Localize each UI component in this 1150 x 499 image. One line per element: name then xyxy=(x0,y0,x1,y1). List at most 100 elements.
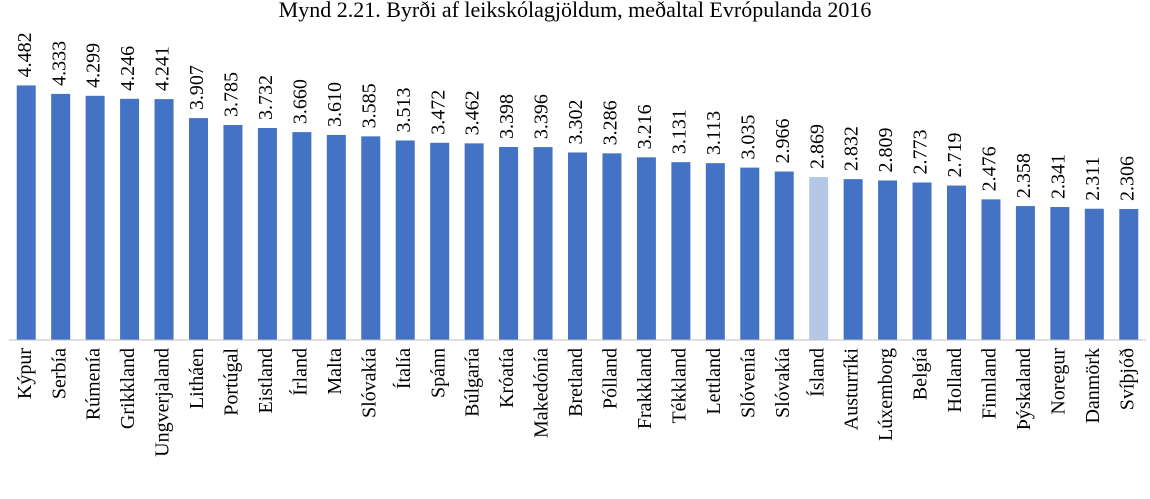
value-label: 4.246 xyxy=(117,46,139,91)
chart-title: Mynd 2.21. Byrði af leikskólagjöldum, me… xyxy=(279,0,872,22)
bar xyxy=(1084,208,1104,340)
value-label: 2.311 xyxy=(1082,156,1104,200)
x-tick-label: Kýpur xyxy=(14,348,36,399)
bar xyxy=(878,180,898,340)
bar xyxy=(326,134,346,340)
value-label: 3.035 xyxy=(737,115,759,160)
bar xyxy=(257,128,277,340)
value-label: 3.610 xyxy=(324,82,346,127)
bar xyxy=(533,147,553,340)
value-label: 2.476 xyxy=(979,146,1001,191)
bar xyxy=(809,177,829,340)
bar xyxy=(189,118,208,340)
x-tick-label: Tékkland xyxy=(668,348,690,424)
x-tick-label: Slóvenía xyxy=(737,348,759,418)
x-tick-label: Litháen xyxy=(186,348,208,409)
x-tick-label: Spánn xyxy=(427,348,449,398)
bar xyxy=(51,93,71,341)
value-label: 2.719 xyxy=(944,133,966,178)
bar xyxy=(602,153,622,340)
value-label: 3.785 xyxy=(221,72,243,117)
bar xyxy=(568,152,587,340)
value-label: 2.869 xyxy=(806,124,828,169)
x-tick-label: Austurríki xyxy=(841,348,863,431)
value-label: 2.832 xyxy=(841,126,863,171)
bar xyxy=(1050,207,1070,340)
bar xyxy=(843,179,863,340)
x-tick-label: Þýskaland xyxy=(1013,348,1035,430)
x-tick-label: Lettland xyxy=(703,348,725,415)
x-tick-label: Belgía xyxy=(910,348,932,400)
x-tick-label: Portúgal xyxy=(221,348,243,416)
value-label: 2.773 xyxy=(910,129,932,174)
value-label: 3.216 xyxy=(634,104,656,149)
value-label: 2.306 xyxy=(1116,156,1138,201)
value-label: 4.241 xyxy=(152,46,174,91)
x-tick-label: Lúxemborg xyxy=(875,348,897,441)
value-label: 4.333 xyxy=(48,41,70,86)
bar xyxy=(981,199,1001,340)
x-tick-label: Ungverjaland xyxy=(152,348,174,457)
x-tick-label: Noregur xyxy=(1047,348,1069,415)
x-tick-label: Slóvakía xyxy=(358,348,380,418)
bar xyxy=(361,136,381,340)
value-label: 4.482 xyxy=(14,32,36,77)
value-label: 3.513 xyxy=(393,87,415,132)
value-label: 4.299 xyxy=(83,43,105,88)
value-label: 3.113 xyxy=(703,111,725,155)
x-tick-label: Eistland xyxy=(255,348,277,414)
bar xyxy=(154,99,174,340)
bar xyxy=(1119,209,1139,340)
x-tick-label: Pólland xyxy=(600,348,622,409)
x-tick-label: Króatía xyxy=(496,348,518,408)
x-tick-label: Rúmenía xyxy=(83,348,105,420)
x-tick-label: Búlgaría xyxy=(462,348,484,417)
bar xyxy=(395,140,415,340)
value-label: 3.286 xyxy=(600,100,622,145)
value-label: 3.396 xyxy=(531,94,553,139)
bar xyxy=(16,85,36,341)
x-tick-label: Írland xyxy=(288,348,311,396)
value-label: 3.732 xyxy=(255,75,277,120)
bar xyxy=(912,182,932,340)
bar xyxy=(464,143,484,340)
value-label: 2.341 xyxy=(1047,154,1069,199)
bar xyxy=(292,132,312,340)
value-label: 2.809 xyxy=(875,127,897,172)
x-tick-label: Ítalía xyxy=(392,348,415,389)
value-label: 3.660 xyxy=(289,79,311,124)
bar xyxy=(85,95,105,340)
x-tick-label: Holland xyxy=(944,348,966,412)
x-tick-label: Danmörk xyxy=(1082,348,1104,424)
x-tick-label: Slóvakía xyxy=(772,348,794,418)
bar xyxy=(636,157,656,340)
x-tick-label: Grikkland xyxy=(117,348,139,429)
value-label: 3.302 xyxy=(565,99,587,144)
bar xyxy=(740,167,760,340)
bar xyxy=(705,163,725,340)
value-label: 3.472 xyxy=(427,90,449,135)
bar xyxy=(671,162,691,340)
value-label: 3.585 xyxy=(358,83,380,128)
x-tick-label: Serbía xyxy=(48,348,70,399)
bar xyxy=(499,146,519,340)
x-tick-label: Frakkland xyxy=(634,348,656,429)
value-label: 3.131 xyxy=(668,109,690,154)
value-label: 3.462 xyxy=(462,90,484,135)
value-label: 3.907 xyxy=(186,65,208,110)
bar xyxy=(774,171,794,340)
bar xyxy=(1015,206,1035,340)
bar xyxy=(223,125,243,341)
bar xyxy=(120,98,140,340)
bar xyxy=(947,185,966,340)
x-tick-label: Malta xyxy=(324,348,346,395)
bar xyxy=(430,142,450,340)
x-tick-label: Finnland xyxy=(979,348,1001,419)
value-label: 3.398 xyxy=(496,94,518,139)
value-label: 2.358 xyxy=(1013,153,1035,198)
x-tick-label: Ísland xyxy=(805,348,828,397)
x-tick-label: Bretland xyxy=(565,348,587,417)
value-label: 2.966 xyxy=(772,119,794,164)
x-tick-label: Makedónía xyxy=(531,348,553,438)
